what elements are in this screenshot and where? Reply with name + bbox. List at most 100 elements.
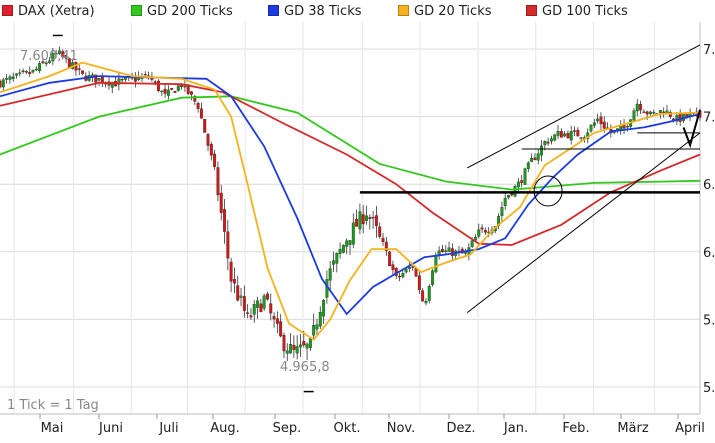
candle-body xyxy=(163,88,167,94)
candle-body xyxy=(120,78,124,81)
legend-item-gd38: GD 38 Ticks xyxy=(268,4,362,20)
candle-body xyxy=(503,197,507,207)
candle-body xyxy=(642,111,646,113)
candle-body xyxy=(269,303,273,314)
candle-body xyxy=(483,230,487,233)
candle-body xyxy=(536,153,540,161)
candle-body xyxy=(272,316,276,320)
x-tick-label: Juli xyxy=(158,421,178,436)
y-tick-label: 7. xyxy=(703,43,715,58)
candle-body xyxy=(391,264,395,270)
candle-body xyxy=(602,121,606,129)
x-tick-label: Juni xyxy=(98,421,123,436)
candle-body xyxy=(34,68,38,71)
candle-body xyxy=(645,111,649,115)
candle-body xyxy=(424,301,428,304)
x-tick-label: Dez. xyxy=(447,421,476,436)
candle-body xyxy=(371,217,375,219)
series-gd-20-ticks xyxy=(0,61,701,341)
legend-label-gd200: GD 200 Ticks xyxy=(147,4,233,19)
candle-body xyxy=(556,131,560,136)
candle-body xyxy=(94,74,98,83)
legend-item-gd200: GD 200 Ticks xyxy=(131,4,233,20)
candle-body xyxy=(8,76,12,80)
candle-body xyxy=(592,122,596,126)
candle-body xyxy=(543,141,547,146)
candle-body xyxy=(441,249,444,253)
grid xyxy=(0,22,701,415)
candle-body xyxy=(223,209,226,232)
legend-swatch-gd38 xyxy=(268,5,279,16)
candle-body xyxy=(520,180,524,183)
candle-body xyxy=(239,295,243,298)
candle-body xyxy=(160,90,164,93)
candle-body xyxy=(388,251,392,267)
candle-body xyxy=(569,131,573,141)
candle-body xyxy=(305,343,309,349)
candle-body xyxy=(480,227,484,230)
candle-body xyxy=(299,344,302,348)
candle-body xyxy=(444,250,448,252)
candle-body xyxy=(549,138,553,142)
candle-body xyxy=(596,118,600,122)
legend-label-gd100: GD 100 Ticks xyxy=(542,4,628,19)
candle-body xyxy=(24,71,28,73)
candle-body xyxy=(5,78,9,80)
candle-body xyxy=(437,250,441,255)
candle-body xyxy=(266,293,269,300)
low-label: 4.965,8 xyxy=(280,360,330,375)
candle-body xyxy=(477,229,481,237)
y-tick-label: 6. xyxy=(703,178,715,193)
y-tick-label: 7. xyxy=(703,111,715,126)
candle-body xyxy=(77,68,81,70)
candle-body xyxy=(526,162,530,169)
candle-body xyxy=(232,279,236,284)
legend: DAX (Xetra) GD 200 Ticks GD 38 Ticks GD … xyxy=(0,2,715,20)
candle-body xyxy=(256,300,259,308)
candle-body xyxy=(249,315,253,318)
candle-body xyxy=(61,51,65,58)
candle-body xyxy=(157,80,160,91)
candle-body xyxy=(15,73,18,76)
candle-body xyxy=(322,300,326,317)
candle-body xyxy=(384,241,388,251)
candle-body xyxy=(31,69,35,73)
y-axis-ticks: 7. 7. 6. 6. 5. 5. xyxy=(703,43,715,396)
candle-body xyxy=(64,55,68,59)
candle-body xyxy=(279,321,283,337)
candle-body xyxy=(318,312,322,327)
candle-body xyxy=(579,137,583,139)
x-tick-label: Aug. xyxy=(210,421,240,436)
x-tick-label: März xyxy=(617,421,649,436)
channel-lower-line xyxy=(466,132,701,314)
candle-body xyxy=(216,167,220,196)
candle-body xyxy=(500,207,504,216)
candle-body xyxy=(97,78,101,81)
candle-body xyxy=(566,133,570,139)
candle-body xyxy=(427,286,431,301)
candle-body xyxy=(143,74,147,76)
candle-body xyxy=(21,70,25,72)
series-gd-38-ticks xyxy=(0,75,701,316)
candle-body xyxy=(193,95,197,102)
candle-body xyxy=(0,80,2,88)
candle-body xyxy=(464,252,468,254)
x-tick-label: Okt. xyxy=(334,421,361,436)
high-label: 7.600,41 xyxy=(20,49,78,64)
y-tick-label: 6. xyxy=(703,246,715,261)
candle-body xyxy=(381,237,385,242)
annotation-marks xyxy=(52,34,701,393)
x-axis-ticks: Mai Juni Juli Aug. Sep. Okt. Nov. Dez. Jan. Feb. M… xyxy=(39,414,705,436)
candle-body xyxy=(176,85,180,91)
candle-body xyxy=(355,219,359,227)
candle-body xyxy=(411,266,415,268)
series-gd-100-ticks xyxy=(0,81,701,246)
candle-body xyxy=(652,112,656,114)
candle-body xyxy=(378,226,382,237)
candle-body xyxy=(124,77,127,80)
candle-body xyxy=(351,222,355,245)
candle-body xyxy=(302,341,306,346)
candle-body xyxy=(368,217,372,219)
candle-body xyxy=(328,268,332,281)
legend-label-dax: DAX (Xetra) xyxy=(18,4,95,19)
